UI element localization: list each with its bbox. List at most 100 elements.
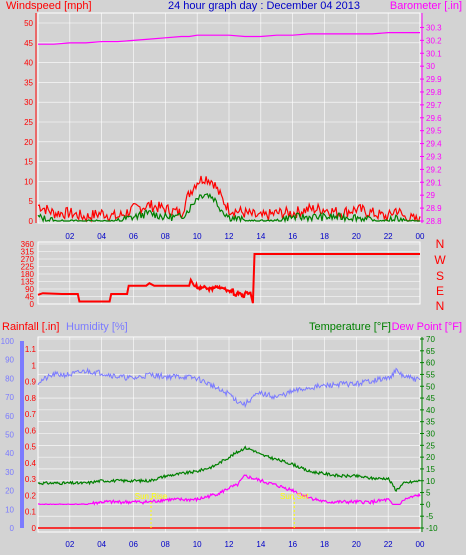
- baro-tick-label: 29.6: [426, 114, 442, 123]
- temp-tick-label: 25: [426, 441, 435, 450]
- x-tick-label-bottom: 20: [352, 540, 361, 549]
- rain-tick-label: 0.2: [25, 491, 37, 500]
- x-tick-label-bottom: 22: [384, 540, 393, 549]
- x-tick-label-top: 22: [384, 232, 393, 241]
- rain-tick-label: 0.3: [25, 475, 37, 484]
- temp-axis-label: Temperature [°F]: [309, 321, 391, 333]
- sunrise-label: Sun Rise: [135, 492, 168, 501]
- dewpoint-axis-label: Dew Point [°F]: [392, 321, 462, 333]
- baro-axis-label: Barometer [.in]: [390, 0, 462, 12]
- rain-axis-label: Rainfall [.in]: [2, 321, 59, 333]
- wind-tick-label: 20: [24, 138, 33, 147]
- baro-tick-label: 29.4: [426, 140, 442, 149]
- x-tick-label-bottom: 14: [256, 540, 265, 549]
- temp-tick-label: 45: [426, 394, 435, 403]
- rain-tick-label: 0.8: [25, 394, 37, 403]
- baro-tick-label: 29.3: [426, 152, 442, 161]
- x-tick-label-top: 02: [65, 232, 74, 241]
- rain-tick-label: 1.1: [25, 345, 37, 354]
- x-tick-label-top: 06: [129, 232, 138, 241]
- tick-labels: 0510152025303540455028.828.92929.129.229…: [1, 13, 446, 549]
- baro-tick-label: 29.2: [426, 165, 442, 174]
- baro-tick-label: 29.5: [426, 127, 442, 136]
- humidity-tick-label: 40: [5, 449, 14, 458]
- x-tick-label-top: 14: [256, 232, 265, 241]
- humidity-tick-label: 0: [10, 524, 15, 533]
- temperature-line: [37, 445, 421, 493]
- temp-tick-label: 65: [426, 347, 435, 356]
- wind-axis-label: Windspeed [mph]: [6, 0, 92, 12]
- temp-tick-label: 10: [426, 477, 435, 486]
- temp-tick-label: 5: [426, 489, 431, 498]
- direction-tick-label: 360: [21, 240, 35, 249]
- humidity-tick-label: 30: [5, 468, 14, 477]
- compass-label: S: [436, 269, 444, 283]
- humidity-tick-label: 80: [5, 374, 14, 383]
- humidity-axis-bar: [20, 341, 24, 528]
- rain-tick-label: 0.9: [25, 378, 37, 387]
- rain-tick-label: 0: [32, 524, 37, 533]
- wind-tick-label: 50: [24, 19, 33, 28]
- baro-tick-label: 30.2: [426, 36, 442, 45]
- sunset-label: Sun Set: [280, 492, 309, 501]
- temp-tick-label: 60: [426, 359, 435, 368]
- chart-title: 24 hour graph day : December 04 2013: [168, 0, 360, 12]
- x-tick-label-top: 10: [193, 232, 202, 241]
- wind-direction-line: [37, 253, 420, 304]
- temp-tick-label: 0: [426, 500, 431, 509]
- direction-tick-label: 270: [21, 255, 35, 264]
- direction-tick-label: 180: [21, 270, 35, 279]
- x-tick-label-top: 12: [225, 232, 234, 241]
- temp-tick-label: 15: [426, 465, 435, 474]
- direction-tick-label: 135: [21, 278, 35, 287]
- humidity-tick-label: 90: [5, 356, 14, 365]
- rain-tick-label: 0.6: [25, 426, 37, 435]
- rain-tick-label: 0.1: [25, 508, 37, 517]
- x-tick-label-bottom: 02: [65, 540, 74, 549]
- x-tick-label-bottom: 10: [193, 540, 202, 549]
- wind-tick-label: 35: [24, 78, 33, 87]
- compass-label: N: [436, 299, 445, 313]
- x-tick-label-top: 18: [320, 232, 329, 241]
- wind-average-line: [37, 192, 420, 224]
- humidity-tick-label: 20: [5, 487, 14, 496]
- temp-tick-label: -10: [426, 524, 438, 533]
- baro-tick-label: 28.8: [426, 217, 442, 226]
- temp-tick-label: 35: [426, 418, 435, 427]
- humidity-axis-label: Humidity [%]: [66, 321, 128, 333]
- x-tick-label-bottom: 06: [129, 540, 138, 549]
- x-tick-label-bottom: 04: [97, 540, 106, 549]
- wind-tick-label: 5: [29, 197, 34, 206]
- baro-tick-label: 30: [426, 62, 435, 71]
- direction-tick-label: 225: [21, 263, 35, 272]
- humidity-line: [37, 367, 421, 409]
- baro-tick-label: 29.8: [426, 88, 442, 97]
- rain-tick-label: 0.5: [25, 443, 37, 452]
- baro-tick-label: 29.9: [426, 75, 442, 84]
- x-tick-label-top: 16: [288, 232, 297, 241]
- x-tick-label-bottom: 12: [225, 540, 234, 549]
- baro-tick-label: 28.9: [426, 204, 442, 213]
- x-tick-label-bottom: 18: [320, 540, 329, 549]
- x-tick-label-top: 20: [352, 232, 361, 241]
- wind-tick-label: 10: [24, 177, 33, 186]
- wind-tick-label: 40: [24, 59, 33, 68]
- temp-tick-label: 20: [426, 453, 435, 462]
- direction-tick-label: 90: [25, 285, 34, 294]
- barometer-line: [38, 32, 420, 45]
- x-tick-label-top: 04: [97, 232, 106, 241]
- compass-label: E: [436, 284, 444, 298]
- temp-tick-label: 30: [426, 430, 435, 439]
- rain-tick-label: 0.7: [25, 410, 37, 419]
- humidity-tick-label: 50: [5, 431, 14, 440]
- direction-tick-label: 0: [30, 300, 35, 309]
- humidity-tick-label: 100: [1, 337, 15, 346]
- x-tick-label-top: 00: [416, 232, 425, 241]
- wind-tick-label: 0: [29, 217, 34, 226]
- baro-tick-label: 30.3: [426, 23, 442, 32]
- humidity-tick-label: 70: [5, 393, 14, 402]
- dewpoint-line: [37, 474, 421, 506]
- wind-tick-label: 30: [24, 98, 33, 107]
- humidity-tick-label: 10: [5, 505, 14, 514]
